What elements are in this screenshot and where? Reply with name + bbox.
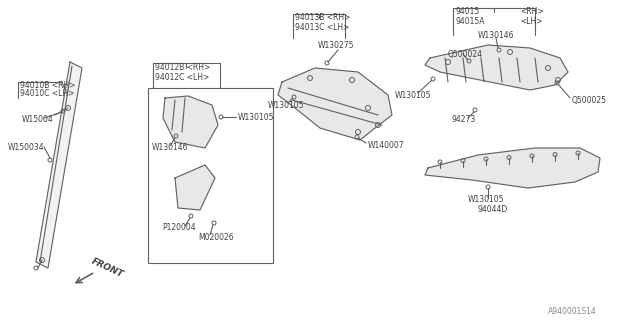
Polygon shape [163,96,218,148]
Text: W130105: W130105 [268,100,305,109]
Text: W130105: W130105 [395,91,431,100]
Text: 94010B <RH>: 94010B <RH> [20,82,76,91]
Text: W130146: W130146 [152,143,189,153]
Text: 94015A: 94015A [455,18,484,27]
Text: 94044D: 94044D [478,205,508,214]
Text: 94273: 94273 [452,116,476,124]
Text: 94013B <RH>: 94013B <RH> [295,13,350,22]
Polygon shape [278,68,392,140]
Text: W140007: W140007 [368,140,404,149]
Text: Q500024: Q500024 [448,51,483,60]
Text: W150034: W150034 [8,143,45,153]
Text: 94015: 94015 [455,7,479,17]
Text: P120004: P120004 [162,223,196,233]
Text: 94012B <RH>: 94012B <RH> [155,63,211,73]
Text: M020026: M020026 [198,234,234,243]
Text: 94012C <LH>: 94012C <LH> [155,73,209,82]
Polygon shape [36,62,82,268]
Text: <RH>: <RH> [520,7,543,17]
Bar [148,88,273,263]
Text: W130105: W130105 [238,114,275,123]
Text: 94013C <LH>: 94013C <LH> [295,22,349,31]
Polygon shape [175,165,215,210]
Text: W130275: W130275 [318,42,355,51]
Text: <LH>: <LH> [520,18,543,27]
Text: Q500025: Q500025 [572,95,607,105]
Text: A940001S14: A940001S14 [548,308,596,316]
Text: W130105: W130105 [468,196,504,204]
Polygon shape [425,148,600,188]
Text: FRONT: FRONT [90,257,125,279]
Text: 94010C <LH>: 94010C <LH> [20,90,74,99]
Polygon shape [425,45,568,90]
Text: W130146: W130146 [478,30,515,39]
Text: W15004: W15004 [22,116,54,124]
